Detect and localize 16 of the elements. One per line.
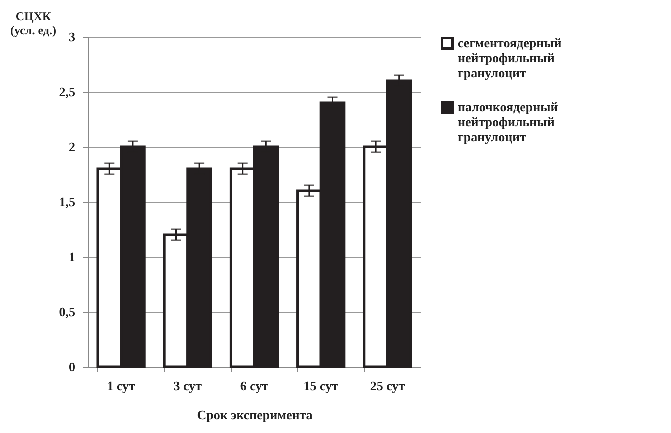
y-tick-label: 0,5: [59, 304, 76, 320]
legend-label: сегментоядерный нейтрофильный гранулоцит: [458, 36, 562, 80]
legend-label: палочкоядерный нейтрофильный гранулоцит: [458, 100, 559, 144]
y-axis-title: СЦХК (усл. ед.): [10, 10, 56, 38]
x-axis-title: Срок эксперимента: [197, 408, 314, 422]
y-tick-label: 0: [69, 360, 76, 374]
y-tick-label: 1: [69, 250, 76, 264]
x-tick-label: 1 сут: [107, 378, 136, 394]
x-tick-label: 15 сут: [304, 378, 340, 394]
y-tick-label: 3: [69, 30, 76, 44]
x-tick-label: 25 сут: [370, 378, 406, 394]
x-tick-label: 6 сут: [240, 378, 270, 394]
y-tick-label: 1,5: [59, 194, 76, 210]
y-tick-label: 2: [69, 140, 76, 154]
y-tick-label: 2,5: [59, 84, 76, 100]
x-tick-label: 3 сут: [174, 378, 203, 394]
